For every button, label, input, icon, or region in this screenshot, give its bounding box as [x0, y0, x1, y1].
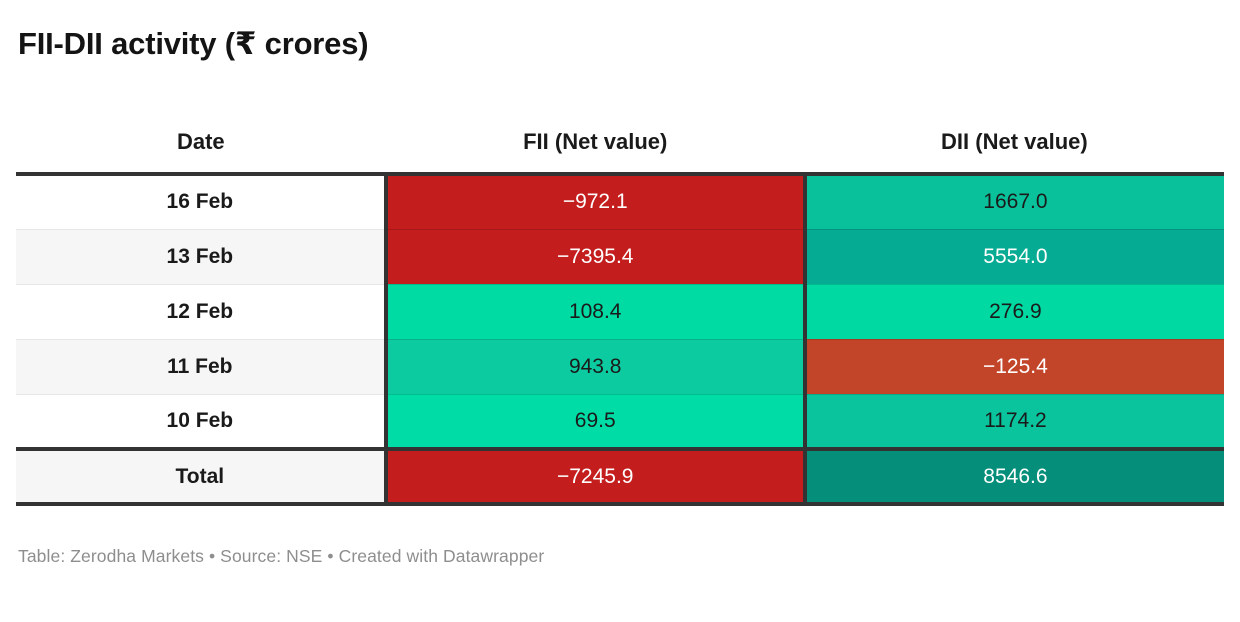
- dii-value-cell: 5554.0: [802, 229, 1224, 285]
- date-cell: 13 Feb: [16, 229, 386, 285]
- fii-value-cell: 69.5: [383, 394, 805, 450]
- header-row: Date FII (Net value) DII (Net value): [16, 62, 1224, 176]
- fii-value-cell: 108.4: [383, 284, 805, 340]
- column-header-date: Date: [16, 62, 386, 176]
- date-cell: 12 Feb: [16, 284, 386, 340]
- date-cell: 10 Feb: [16, 394, 386, 450]
- total-row: Total −7245.9 8546.6: [16, 447, 1224, 506]
- table-row: 16 Feb −972.1 1667.0: [16, 174, 1224, 230]
- table-row: 11 Feb 943.8 −125.4: [16, 339, 1224, 395]
- table-row: 10 Feb 69.5 1174.2: [16, 394, 1224, 450]
- fii-value-cell: −972.1: [383, 174, 805, 230]
- fii-value-cell: −7395.4: [383, 229, 805, 285]
- dii-value-cell: −125.4: [802, 339, 1224, 395]
- dii-value-cell: 276.9: [802, 284, 1224, 340]
- date-cell: 16 Feb: [16, 174, 386, 230]
- total-label-cell: Total: [16, 447, 386, 506]
- date-cell: 11 Feb: [16, 339, 386, 395]
- page-title: FII-DII activity (₹ crores): [18, 26, 369, 61]
- dii-value-cell: 1667.0: [802, 174, 1224, 230]
- table-row: 12 Feb 108.4 276.9: [16, 284, 1224, 340]
- datawrapper-table-page: FII-DII activity (₹ crores) Date FII (Ne…: [0, 26, 1240, 622]
- dii-value-cell: 1174.2: [802, 394, 1224, 450]
- column-header-dii: DII (Net value): [804, 62, 1224, 176]
- column-header-fii: FII (Net value): [385, 62, 805, 176]
- fii-value-cell: 943.8: [383, 339, 805, 395]
- fii-total-cell: −7245.9: [383, 447, 805, 506]
- attribution-footer: Table: Zerodha Markets • Source: NSE • C…: [18, 546, 545, 566]
- dii-total-cell: 8546.6: [802, 447, 1224, 506]
- fii-dii-table: Date FII (Net value) DII (Net value) 16 …: [16, 62, 1224, 506]
- table-row: 13 Feb −7395.4 5554.0: [16, 229, 1224, 285]
